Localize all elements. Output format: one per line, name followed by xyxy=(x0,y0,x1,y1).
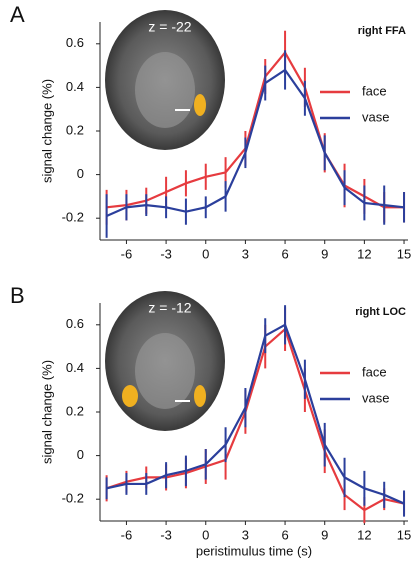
activation xyxy=(194,385,206,407)
y-tick-label: 0.2 xyxy=(66,122,84,137)
x-tick-label: 12 xyxy=(357,527,371,542)
y-axis-label: signal change (%) xyxy=(39,79,54,183)
brain-inner xyxy=(135,52,195,128)
legend-label: face xyxy=(362,364,387,379)
brain-inner xyxy=(135,333,195,409)
x-tick-label: 9 xyxy=(321,246,328,261)
x-tick-label: 12 xyxy=(357,246,371,261)
legend-label: vase xyxy=(362,109,389,124)
x-tick-label: 9 xyxy=(321,527,328,542)
activation xyxy=(122,385,138,407)
panel-label: A xyxy=(10,2,25,27)
x-tick-label: -3 xyxy=(160,246,172,261)
y-tick-label: 0.4 xyxy=(66,360,84,375)
series-line xyxy=(106,327,405,512)
x-tick-label: -3 xyxy=(160,527,172,542)
series-line xyxy=(106,50,405,209)
legend-label: vase xyxy=(362,390,389,405)
y-axis-label: signal change (%) xyxy=(39,360,54,464)
x-tick-label: 3 xyxy=(242,527,249,542)
y-tick-label: 0.2 xyxy=(66,403,84,418)
x-tick-label: 0 xyxy=(202,246,209,261)
y-tick-label: 0.4 xyxy=(66,79,84,94)
series-line xyxy=(106,68,405,218)
x-tick-label: -6 xyxy=(121,246,133,261)
y-tick-label: 0.6 xyxy=(66,316,84,331)
x-tick-label: 0 xyxy=(202,527,209,542)
panel-label: B xyxy=(10,283,25,308)
x-tick-label: 15 xyxy=(397,246,411,261)
legend-label: face xyxy=(362,83,387,98)
y-tick-label: 0 xyxy=(77,447,84,462)
x-axis-label: peristimulus time (s) xyxy=(196,543,312,558)
x-tick-label: 6 xyxy=(281,527,288,542)
inset-label: z = -12 xyxy=(148,300,191,316)
y-tick-label: -0.2 xyxy=(62,210,84,225)
chart-title: right LOC xyxy=(355,306,406,318)
y-tick-label: 0 xyxy=(77,166,84,181)
y-tick-label: -0.2 xyxy=(62,491,84,506)
inset-label: z = -22 xyxy=(148,19,191,35)
x-tick-label: 6 xyxy=(281,246,288,261)
x-tick-label: 15 xyxy=(397,527,411,542)
y-tick-label: 0.6 xyxy=(66,35,84,50)
x-tick-label: 3 xyxy=(242,246,249,261)
chart-title: right FFA xyxy=(358,25,406,37)
activation xyxy=(194,94,206,116)
x-tick-label: -6 xyxy=(121,527,133,542)
series-line xyxy=(106,323,405,505)
